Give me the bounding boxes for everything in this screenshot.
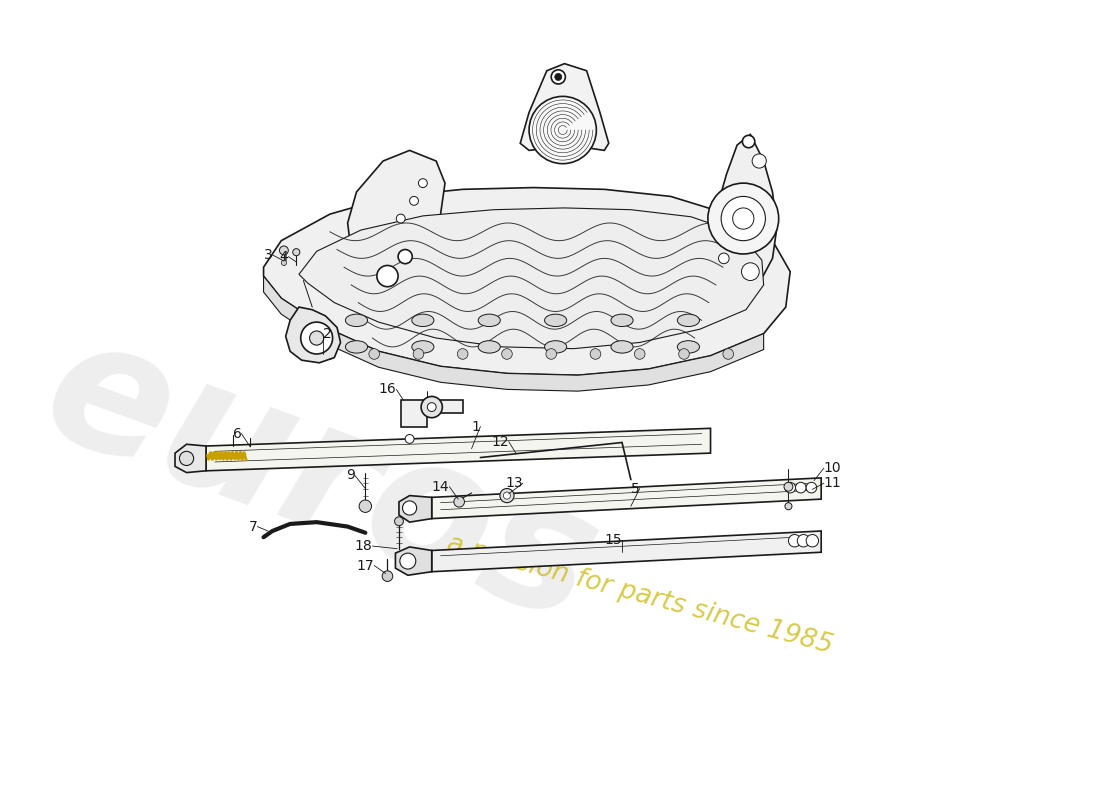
Circle shape (795, 482, 806, 493)
Circle shape (502, 349, 513, 359)
Text: 15: 15 (604, 533, 622, 547)
Circle shape (722, 197, 766, 241)
Polygon shape (299, 208, 763, 349)
Circle shape (733, 208, 754, 229)
Text: 13: 13 (505, 476, 522, 490)
Text: 10: 10 (824, 461, 842, 475)
Ellipse shape (678, 341, 700, 353)
Circle shape (785, 502, 792, 510)
Ellipse shape (478, 341, 500, 353)
Circle shape (279, 246, 288, 255)
Circle shape (398, 250, 412, 264)
Circle shape (499, 489, 514, 502)
Circle shape (806, 482, 817, 493)
Text: 11: 11 (824, 476, 842, 490)
Ellipse shape (678, 314, 700, 326)
Circle shape (546, 349, 557, 359)
Polygon shape (431, 531, 822, 572)
Text: 2: 2 (322, 326, 331, 341)
Text: 16: 16 (378, 382, 396, 396)
Text: 9: 9 (345, 468, 354, 482)
Ellipse shape (478, 314, 500, 326)
Circle shape (293, 249, 300, 256)
Circle shape (708, 183, 779, 254)
Circle shape (789, 534, 801, 547)
Circle shape (427, 402, 436, 411)
Circle shape (723, 349, 734, 359)
Circle shape (282, 260, 287, 266)
Circle shape (504, 492, 510, 499)
Circle shape (382, 571, 393, 582)
Circle shape (359, 500, 372, 513)
Text: euros: euros (23, 299, 619, 660)
Text: 18: 18 (354, 539, 373, 553)
Polygon shape (286, 307, 341, 363)
Circle shape (529, 96, 596, 164)
Circle shape (309, 331, 323, 345)
Circle shape (551, 70, 565, 84)
Circle shape (718, 253, 729, 264)
Polygon shape (348, 150, 446, 298)
Text: 17: 17 (356, 558, 374, 573)
Polygon shape (399, 495, 431, 522)
Text: 7: 7 (249, 519, 257, 534)
Text: 3: 3 (264, 248, 273, 262)
Circle shape (784, 482, 793, 491)
Polygon shape (175, 444, 206, 473)
Ellipse shape (345, 341, 367, 353)
Ellipse shape (345, 314, 367, 326)
Polygon shape (431, 478, 822, 518)
Circle shape (679, 349, 690, 359)
Circle shape (409, 197, 418, 206)
Text: 1: 1 (472, 419, 481, 434)
Circle shape (405, 434, 414, 443)
Circle shape (377, 266, 398, 286)
Circle shape (421, 397, 442, 418)
Circle shape (454, 497, 464, 507)
Text: a passion for parts since 1985: a passion for parts since 1985 (444, 530, 836, 659)
Circle shape (785, 482, 795, 493)
Circle shape (742, 135, 755, 148)
Circle shape (403, 501, 417, 515)
Circle shape (300, 322, 332, 354)
Ellipse shape (544, 314, 566, 326)
Circle shape (324, 349, 336, 359)
Text: 12: 12 (491, 434, 508, 449)
Circle shape (458, 349, 468, 359)
Polygon shape (264, 276, 763, 391)
Ellipse shape (411, 341, 433, 353)
Polygon shape (206, 428, 711, 471)
Circle shape (395, 517, 404, 526)
Circle shape (179, 451, 194, 466)
Circle shape (400, 553, 416, 569)
Text: 5: 5 (631, 482, 640, 495)
Circle shape (635, 349, 645, 359)
Polygon shape (264, 187, 790, 375)
Polygon shape (395, 547, 431, 575)
Circle shape (418, 178, 427, 187)
Circle shape (554, 74, 562, 81)
Circle shape (396, 214, 405, 223)
Circle shape (368, 349, 379, 359)
Ellipse shape (610, 341, 634, 353)
Polygon shape (400, 400, 463, 426)
Circle shape (798, 534, 810, 547)
Circle shape (591, 349, 601, 359)
Text: 6: 6 (232, 426, 241, 441)
Text: 4: 4 (279, 250, 288, 264)
Ellipse shape (411, 314, 433, 326)
Ellipse shape (610, 314, 634, 326)
Circle shape (741, 263, 759, 281)
Polygon shape (520, 64, 608, 150)
Polygon shape (715, 134, 777, 295)
Ellipse shape (544, 341, 566, 353)
Circle shape (806, 534, 818, 547)
Text: 14: 14 (432, 480, 450, 494)
Circle shape (752, 154, 767, 168)
Circle shape (414, 349, 424, 359)
